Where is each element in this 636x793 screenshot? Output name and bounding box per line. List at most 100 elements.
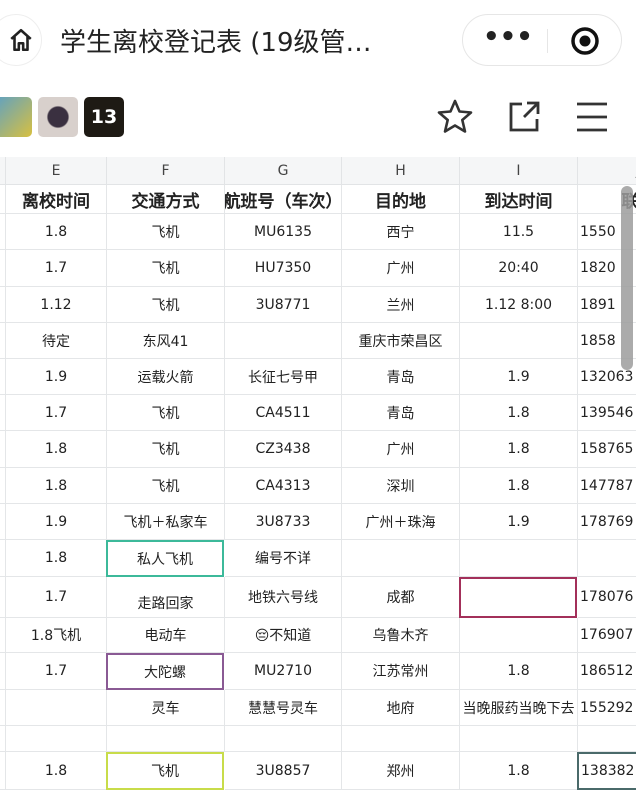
table-cell[interactable]: 1.8 (6, 468, 107, 504)
table-cell[interactable]: HU7350 (225, 250, 342, 287)
more-dots-icon[interactable]: ••• (483, 22, 533, 52)
column-header-G[interactable]: G (225, 157, 342, 185)
table-cell[interactable] (0, 395, 6, 431)
table-cell[interactable]: 158765 (578, 431, 636, 468)
table-cell[interactable]: 私人飞机 (106, 540, 224, 577)
column-header-J[interactable]: J (578, 157, 636, 185)
table-cell[interactable]: 飞机 (107, 468, 225, 504)
table-cell[interactable] (460, 726, 578, 752)
table-cell[interactable]: 186512 (578, 653, 636, 690)
table-cell[interactable]: 😔不知道 (225, 618, 342, 653)
table-cell[interactable]: 乌鲁木齐 (342, 618, 460, 653)
table-cell[interactable]: 1.12 (6, 287, 107, 323)
table-cell[interactable] (0, 250, 6, 287)
table-cell[interactable]: 当晚服药当晚下去 (460, 690, 578, 726)
table-cell[interactable]: 1.8飞机 (6, 618, 107, 653)
table-cell[interactable]: CZ3438 (225, 431, 342, 468)
table-cell[interactable]: 飞机 (107, 395, 225, 431)
table-cell[interactable]: 西宁 (342, 214, 460, 250)
table-cell[interactable]: 1.8 (460, 468, 578, 504)
table-cell[interactable]: 1550 (578, 214, 636, 250)
table-cell[interactable] (460, 323, 578, 359)
table-cell[interactable]: 147787 (578, 468, 636, 504)
table-cell[interactable]: 江苏常州 (342, 653, 460, 690)
table-cell[interactable]: 1.9 (460, 504, 578, 540)
table-cell[interactable]: 1.7 (6, 577, 107, 618)
table-cell[interactable] (0, 468, 6, 504)
table-cell[interactable]: 1.8 (6, 431, 107, 468)
table-cell[interactable]: 兰州 (342, 287, 460, 323)
table-cell[interactable] (0, 540, 6, 577)
table-cell[interactable]: 11.5 (460, 214, 578, 250)
table-cell[interactable]: 待定 (6, 323, 107, 359)
table-cell[interactable]: 1.9 (6, 504, 107, 540)
table-cell[interactable]: 深圳 (342, 468, 460, 504)
table-cell[interactable]: 地府 (342, 690, 460, 726)
table-cell[interactable] (0, 323, 6, 359)
table-cell[interactable]: 1.9 (6, 359, 107, 395)
header-cell[interactable]: 航班号（车次） (225, 185, 342, 214)
table-cell[interactable]: 飞机＋私家车 (107, 504, 225, 540)
table-cell[interactable]: 138382 (577, 752, 636, 790)
table-cell[interactable] (342, 726, 460, 752)
table-cell[interactable] (6, 726, 107, 752)
table-cell[interactable]: 1.9 (460, 359, 578, 395)
header-cell[interactable]: 目的地 (342, 185, 460, 214)
table-cell[interactable]: 3U8857 (225, 752, 342, 790)
table-cell[interactable]: 大陀螺 (106, 653, 224, 690)
table-cell[interactable]: 慧慧号灵车 (225, 690, 342, 726)
table-cell[interactable]: 1.8 (6, 214, 107, 250)
table-cell[interactable]: CA4511 (225, 395, 342, 431)
table-cell[interactable]: 1.7 (6, 250, 107, 287)
table-cell[interactable]: 走路回家 (107, 577, 225, 618)
column-header-H[interactable]: H (342, 157, 460, 185)
table-cell[interactable] (460, 540, 578, 577)
table-cell[interactable] (6, 690, 107, 726)
table-cell[interactable]: 编号不详 (225, 540, 342, 577)
table-cell[interactable]: 1.8 (460, 752, 578, 790)
table-cell[interactable]: 1.7 (6, 395, 107, 431)
table-cell[interactable]: 178076 (578, 577, 636, 618)
column-header-I[interactable]: I (460, 157, 578, 185)
header-cell[interactable]: 交通方式 (107, 185, 225, 214)
table-cell[interactable] (0, 287, 6, 323)
table-cell[interactable]: 运载火箭 (107, 359, 225, 395)
header-cell[interactable]: 离校时间 (6, 185, 107, 214)
table-cell[interactable]: 155292 (578, 690, 636, 726)
table-cell[interactable] (0, 618, 6, 653)
table-cell[interactable]: 1.8 (460, 431, 578, 468)
table-cell[interactable]: 电动车 (107, 618, 225, 653)
table-cell[interactable]: 飞机 (107, 431, 225, 468)
table-cell[interactable]: 1820 (578, 250, 636, 287)
table-cell[interactable]: 1.8 (460, 395, 578, 431)
table-cell[interactable]: CA4313 (225, 468, 342, 504)
table-cell[interactable]: 1.8 (6, 752, 107, 790)
table-cell[interactable]: 青岛 (342, 395, 460, 431)
table-cell[interactable]: 广州 (342, 431, 460, 468)
table-cell[interactable]: 飞机 (107, 250, 225, 287)
table-cell[interactable]: 东风41 (107, 323, 225, 359)
table-cell[interactable]: 1.7 (6, 653, 107, 690)
table-cell[interactable]: 3U8771 (225, 287, 342, 323)
table-cell[interactable]: 1.12 8:00 (460, 287, 578, 323)
target-icon[interactable] (569, 25, 601, 57)
table-cell[interactable] (0, 359, 6, 395)
table-cell[interactable] (0, 504, 6, 540)
table-cell[interactable]: 3U8733 (225, 504, 342, 540)
table-cell[interactable]: 长征七号甲 (225, 359, 342, 395)
column-header-F[interactable]: F (107, 157, 225, 185)
table-cell[interactable] (460, 618, 578, 653)
table-cell[interactable] (225, 726, 342, 752)
table-cell[interactable]: MU2710 (225, 653, 342, 690)
table-cell[interactable]: 广州 (342, 250, 460, 287)
header-cell[interactable]: 到达时间 (460, 185, 578, 214)
table-cell[interactable]: 178769 (578, 504, 636, 540)
table-cell[interactable] (342, 540, 460, 577)
table-cell[interactable]: 飞机 (107, 214, 225, 250)
table-cell[interactable]: 灵车 (107, 690, 225, 726)
table-cell[interactable]: 飞机 (106, 752, 224, 790)
table-cell[interactable]: 郑州 (342, 752, 460, 790)
table-cell[interactable] (225, 323, 342, 359)
vertical-scrollbar[interactable] (621, 186, 633, 370)
menu-icon[interactable] (574, 98, 610, 136)
